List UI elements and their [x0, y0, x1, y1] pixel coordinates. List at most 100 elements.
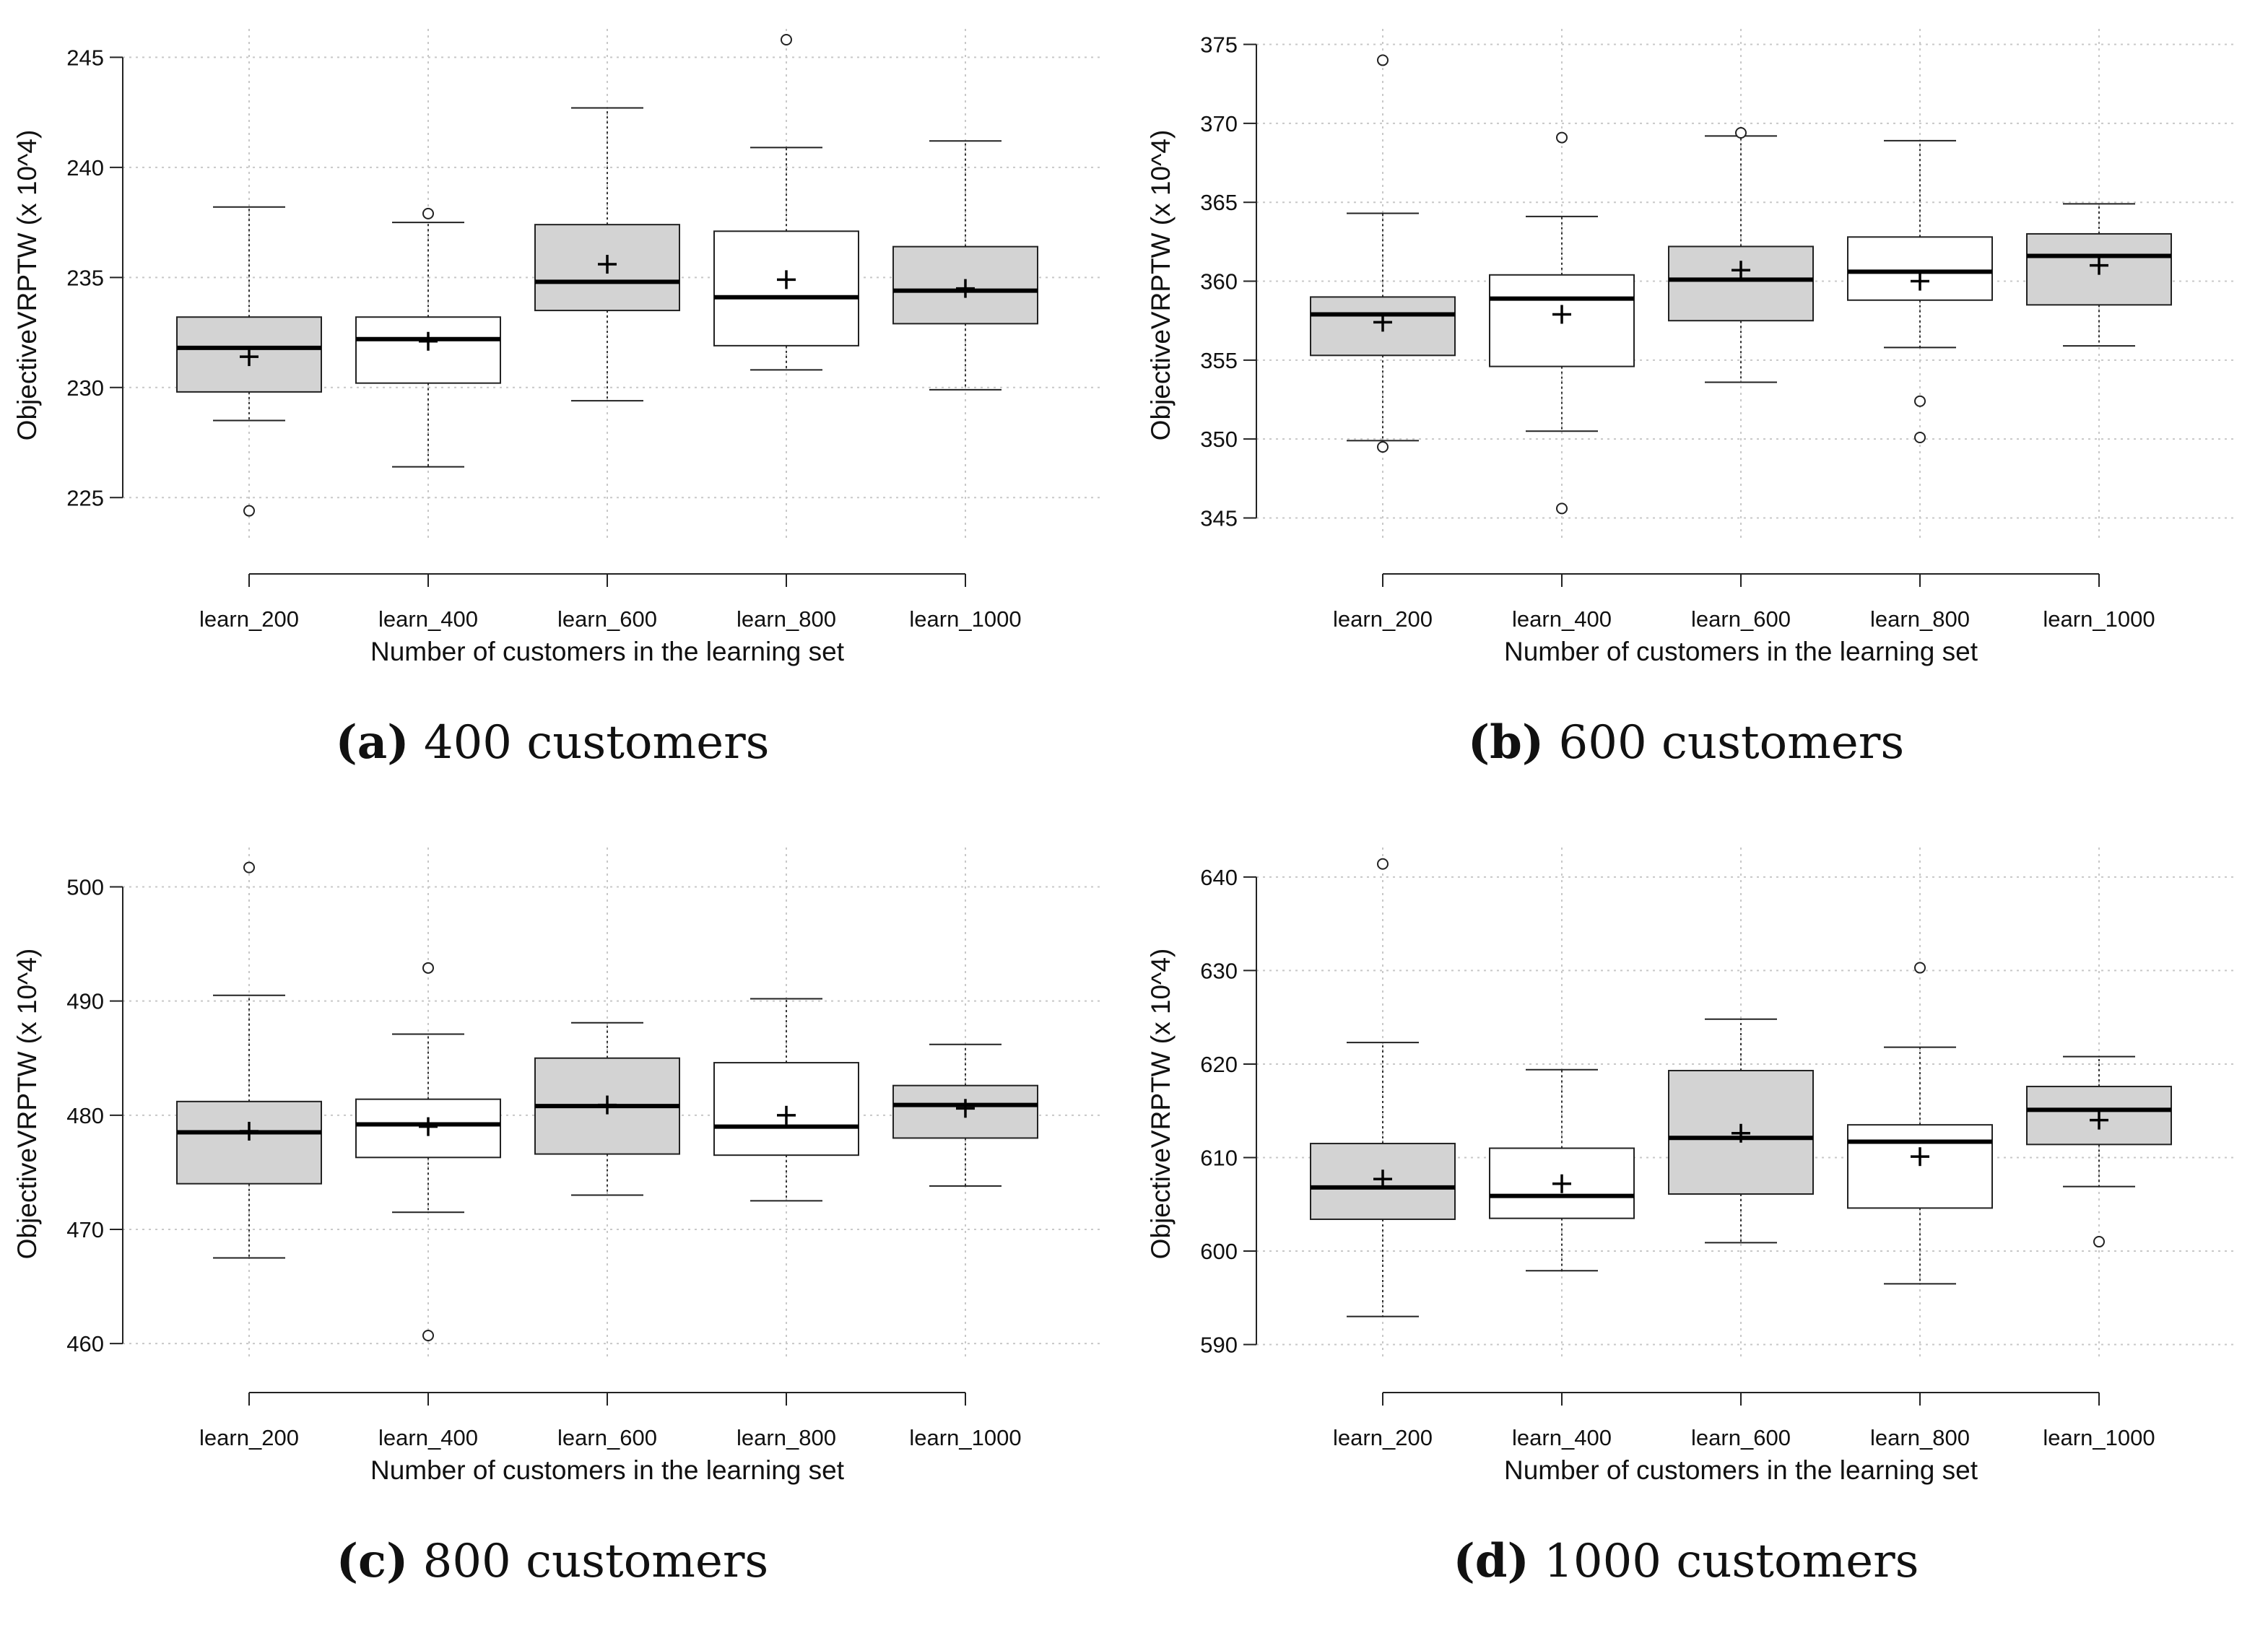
outlier-point [1914, 431, 1926, 443]
outlier-point [1914, 395, 1926, 407]
y-tick-label: 470 [66, 1217, 104, 1242]
box-learn_1000 [2026, 1055, 2172, 1248]
x-tick-label: learn_600 [557, 606, 657, 632]
y-tick-label: 630 [1200, 958, 1238, 983]
box-learn_1000 [2026, 203, 2172, 347]
x-tick-label: learn_1000 [909, 606, 1021, 632]
panel-caption: (b) 600 customers [1468, 715, 1904, 770]
outlier-point [781, 34, 792, 45]
outlier-point [1377, 441, 1389, 453]
caption-label: (d) [1453, 1534, 1529, 1588]
box-learn_800 [1847, 139, 1993, 443]
y-axis-title: ObjectiveVRPTW (x 10^4) [1146, 130, 1176, 441]
x-tick-label: learn_400 [1512, 1425, 1612, 1450]
y-tick-label: 620 [1200, 1052, 1238, 1077]
box-iqr [1847, 236, 1993, 301]
y-tick-label: 590 [1200, 1333, 1238, 1358]
x-tick-label: learn_400 [378, 606, 478, 632]
x-tick-label: learn_400 [378, 1425, 478, 1450]
y-tick-label: 370 [1200, 111, 1238, 136]
x-tick-label: learn_800 [1870, 606, 1970, 632]
box-learn_200 [176, 206, 322, 517]
x-tick-label: learn_200 [199, 1425, 299, 1450]
box-learn_600 [1668, 1018, 1814, 1244]
box-iqr [176, 1100, 322, 1185]
y-tick-label: 345 [1200, 506, 1238, 531]
y-tick-label: 235 [66, 265, 104, 290]
caption-label: (b) [1468, 715, 1544, 770]
x-axis-title: Number of customers in the learning set [1504, 1455, 1978, 1485]
y-tick-label: 355 [1200, 348, 1238, 373]
y-tick-label: 460 [66, 1331, 104, 1356]
x-axis-title: Number of customers in the learning set [370, 1455, 845, 1485]
x-tick-label: learn_600 [1691, 1425, 1791, 1450]
boxplot-chart-a: 225 230 235 240 245 learn_200 learn_400 learn_6… [12, 29, 1101, 770]
outlier-point [422, 207, 434, 219]
outlier-point [1556, 502, 1568, 515]
panel-d: 590 600 610 620 630 640 learn_200 learn_400 lear… [1134, 819, 2267, 1637]
boxplot-chart-c: 460 470 480 490 500 learn_200 learn_400 learn_6… [12, 848, 1101, 1588]
box-learn_800 [713, 998, 859, 1202]
outlier-point [1914, 962, 1926, 974]
y-tick-label: 500 [66, 875, 104, 900]
y-tick-label: 375 [1200, 32, 1238, 58]
caption-label: (c) [336, 1534, 409, 1588]
x-tick-label: learn_800 [737, 606, 836, 632]
x-axis-title: Number of customers in the learning set [370, 637, 845, 666]
outlier-point [243, 861, 255, 874]
boxplot-chart-b: 345 350 355 360 365 370 375 learn_200 learn_400 l… [1146, 29, 2235, 770]
box-learn_200 [176, 861, 322, 1259]
box-learn_200 [1310, 54, 1456, 453]
x-tick-label: learn_200 [1333, 606, 1433, 632]
y-tick-label: 230 [66, 375, 104, 401]
caption-label: (a) [335, 715, 409, 770]
panel-a: 225 230 235 240 245 learn_200 learn_400 learn_6… [0, 0, 1134, 819]
y-axis-title: ObjectiveVRPTW (x 10^4) [12, 130, 42, 441]
grid [1256, 29, 2235, 541]
y-axis-title: ObjectiveVRPTW (x 10^4) [12, 949, 42, 1260]
outlier-point [243, 505, 255, 517]
y-tick-label: 360 [1200, 269, 1238, 295]
y-axis-title: ObjectiveVRPTW (x 10^4) [1146, 949, 1176, 1260]
outlier-point [1377, 858, 1389, 870]
y-tick-label: 365 [1200, 190, 1238, 215]
y-tick-label: 240 [66, 155, 104, 180]
outlier-point [422, 1330, 434, 1342]
y-tick-label: 640 [1200, 865, 1238, 890]
box-learn_800 [1847, 962, 1993, 1285]
panel-c: 460 470 480 490 500 learn_200 learn_400 learn_6… [0, 819, 1134, 1637]
outlier-point [1556, 131, 1568, 144]
box-learn_600 [1668, 127, 1814, 383]
outlier-point [1735, 127, 1747, 139]
x-axis-title: Number of customers in the learning set [1504, 637, 1978, 666]
box-learn_800 [713, 34, 859, 371]
outlier-point [1377, 54, 1389, 66]
box-learn_600 [534, 1021, 680, 1196]
x-tick-label: learn_800 [737, 1425, 836, 1450]
x-tick-label: learn_1000 [2043, 606, 2155, 632]
panel-caption: (c) 800 customers [336, 1534, 769, 1588]
caption-text: 400 customers [409, 716, 770, 770]
y-tick-label: 600 [1200, 1239, 1238, 1264]
box-iqr [713, 1062, 859, 1156]
box-learn_400 [355, 962, 501, 1342]
box-learn_1000 [892, 140, 1038, 391]
box-learn_400 [1489, 1068, 1635, 1272]
outlier-point [2093, 1236, 2105, 1248]
y-tick-label: 350 [1200, 427, 1238, 452]
box-learn_1000 [892, 1043, 1038, 1187]
box-learn_200 [1310, 858, 1456, 1317]
y-tick-label: 610 [1200, 1145, 1238, 1170]
x-tick-label: learn_800 [1870, 1425, 1970, 1450]
box-iqr [1847, 1124, 1993, 1209]
x-tick-label: learn_1000 [909, 1425, 1021, 1450]
panel-b: 345 350 355 360 365 370 375 learn_200 learn_400 l… [1134, 0, 2267, 819]
caption-text: 1000 customers [1529, 1535, 1919, 1588]
panel-caption: (d) 1000 customers [1453, 1534, 1919, 1588]
y-tick-label: 225 [66, 485, 104, 510]
x-tick-label: learn_200 [199, 606, 299, 632]
outlier-point [422, 962, 434, 974]
y-tick-label: 480 [66, 1103, 104, 1128]
panel-caption: (a) 400 customers [335, 715, 769, 770]
box-iqr [1668, 245, 1814, 322]
